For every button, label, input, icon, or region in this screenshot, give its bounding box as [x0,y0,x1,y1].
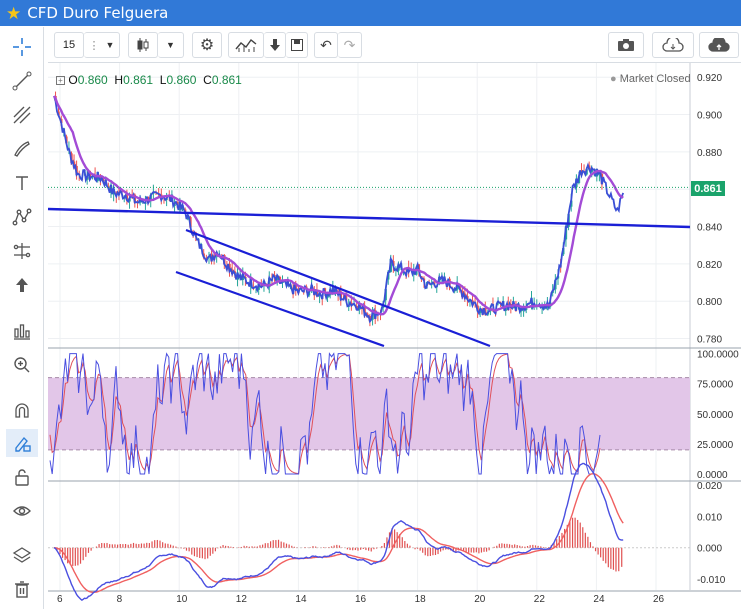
window-titlebar: ★ CFD Duro Felguera [0,0,741,26]
stochastic-axis-label: 25.0000 [697,440,734,451]
cloud-upload-icon [708,38,730,52]
time-axis-label: 10 [176,594,188,605]
ohlc-legend: + O0.860 H0.861 L0.860 C0.861 [56,73,242,87]
crosshair-icon[interactable] [6,33,38,61]
time-axis-label: 12 [236,594,248,605]
settings-icon: ⚙ [199,37,215,54]
indicators-icon [235,38,257,52]
price-axis-label: 0.780 [697,335,722,346]
time-axis-label: 20 [474,594,486,605]
legend-low-label: L [159,73,167,87]
pattern-icon[interactable] [6,203,38,231]
time-axis-label: 16 [355,594,367,605]
undo-button[interactable]: ↶ [314,32,338,58]
price-axis-label: 0.840 [697,223,722,234]
chart-toolbar: 15 ⋮ ▼ ▼ ⚙ ↶ ↷ [48,27,741,63]
lock-drawing-icon[interactable] [6,429,38,457]
load-chart-button[interactable] [652,32,694,58]
drawing-sidebar [0,27,44,609]
compare-icon [269,39,280,51]
stochastic-k-line [49,352,601,475]
trendline-icon[interactable] [6,67,38,95]
macd-axis-label: 0.020 [697,481,722,492]
favorite-star-icon[interactable]: ★ [6,3,22,23]
price-line [53,95,625,324]
measure-icon[interactable] [6,237,38,265]
legend-high-value: 0.861 [123,73,154,87]
candles-icon [137,38,149,52]
chart-style-menu[interactable]: ▼ [158,32,184,58]
legend-open-label: O [68,73,78,87]
market-status: ● Market Closed [610,73,691,85]
unlock-icon[interactable] [6,463,38,491]
price-axis-label: 0.920 [697,73,722,84]
stochastic-axis-label: 75.0000 [697,380,734,391]
price-axis-label: 0.900 [697,111,722,122]
time-axis-label: 24 [593,594,605,605]
current-price-tag: 0.861 [691,181,725,196]
legend-open-value: 0.860 [77,73,108,87]
save-button[interactable] [286,32,308,58]
legend-close-label: C [203,73,212,87]
chart-style-button[interactable] [128,32,158,58]
interval-menu-button[interactable]: ⋮ ▼ [84,32,120,58]
compare-button[interactable] [264,32,286,58]
interval-selector[interactable]: 15 [54,32,84,58]
macd-axis-label: -0.010 [697,575,726,586]
channel-upper-line [185,228,491,348]
chevron-down-icon: ▼ [105,40,115,50]
market-status-text: Market Closed [619,73,691,85]
legend-close-value: 0.861 [211,73,242,87]
market-status-dot-icon: ● [610,73,617,85]
price-axis-label: 0.820 [697,260,722,271]
macd-line [53,462,624,601]
interval-label: 15 [62,39,76,51]
time-axis-label: 6 [57,594,63,605]
stochastic-axis-label: 50.0000 [697,410,734,421]
legend-plus-icon[interactable]: + [56,76,65,85]
magnet-icon[interactable] [6,397,38,425]
legend-high-label: H [114,73,124,87]
redo-button[interactable]: ↷ [338,32,362,58]
save-icon [290,39,303,51]
save-chart-button[interactable] [699,32,739,58]
time-axis-label: 18 [415,594,427,605]
moving-average-line [52,95,624,316]
window-title: CFD Duro Felguera [27,4,169,22]
zoom-icon[interactable] [6,351,38,379]
settings-button[interactable]: ⚙ [192,32,222,58]
time-axis-label: 8 [117,594,123,605]
arrow-up-icon[interactable] [6,271,38,299]
pitchfork-icon[interactable] [6,101,38,129]
stochastic-band [48,377,690,450]
redo-icon: ↷ [343,36,356,53]
chevron-down-icon: ▼ [166,40,175,50]
text-icon[interactable] [6,169,38,197]
indicator-icon[interactable] [6,317,38,345]
time-axis-label: 26 [653,594,665,605]
price-axis-label: 0.880 [697,148,722,159]
macd-axis-label: 0.000 [697,544,722,555]
channel-lower-line [175,270,385,348]
macd-signal-line [53,472,624,593]
support-trendline [47,207,691,229]
trash-icon[interactable] [6,575,38,603]
time-axis-label: 14 [295,594,307,605]
price-axis-label: 0.800 [697,297,722,308]
time-axis-label: 22 [534,594,546,605]
legend-low-value: 0.860 [166,73,197,87]
stochastic-axis-label: 0.0000 [697,470,728,481]
cloud-download-icon [662,38,684,52]
macd-axis-label: 0.010 [697,512,722,523]
stochastic-axis-label: 100.0000 [697,350,739,361]
snapshot-button[interactable] [608,32,644,58]
undo-icon: ↶ [320,36,332,53]
indicators-button[interactable] [228,32,264,58]
eye-icon[interactable] [6,497,38,525]
layers-icon[interactable] [6,541,38,569]
camera-icon [618,39,634,51]
brush-icon[interactable] [6,135,38,163]
